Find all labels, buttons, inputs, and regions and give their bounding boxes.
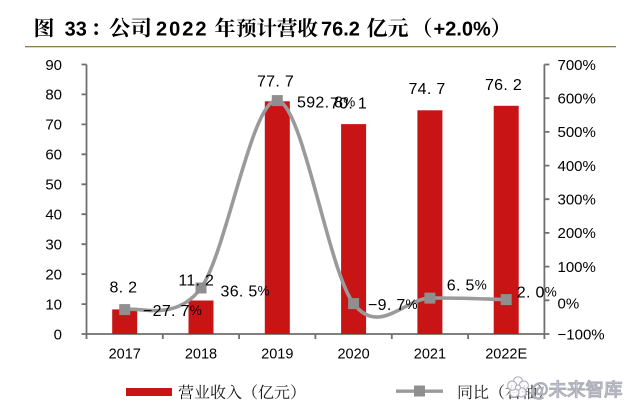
svg-text:2020: 2020 bbox=[337, 347, 369, 363]
svg-text:2. 0%: 2. 0% bbox=[517, 285, 557, 302]
svg-text:6. 5%: 6. 5% bbox=[447, 278, 487, 295]
svg-text:8. 2: 8. 2 bbox=[109, 280, 137, 297]
svg-text:100%: 100% bbox=[558, 259, 596, 276]
svg-text:10: 10 bbox=[45, 296, 62, 313]
svg-text:80: 80 bbox=[45, 87, 62, 104]
svg-text:50: 50 bbox=[45, 177, 62, 194]
svg-text:40: 40 bbox=[45, 207, 62, 224]
svg-text:0%: 0% bbox=[558, 296, 580, 313]
svg-text:400%: 400% bbox=[558, 158, 596, 175]
svg-text:60: 60 bbox=[45, 147, 62, 164]
svg-text:2018: 2018 bbox=[185, 347, 217, 363]
svg-text:36. 5%: 36. 5% bbox=[221, 284, 270, 301]
svg-text:0: 0 bbox=[54, 326, 62, 343]
svg-text:700%: 700% bbox=[558, 57, 596, 74]
svg-text:592. 8%: 592. 8% bbox=[297, 95, 356, 112]
svg-text:11. 2: 11. 2 bbox=[178, 273, 214, 290]
svg-text:70: 70 bbox=[45, 117, 62, 134]
svg-text:2017: 2017 bbox=[109, 347, 141, 363]
svg-text:76. 2: 76. 2 bbox=[485, 77, 522, 94]
svg-text:200%: 200% bbox=[558, 225, 596, 242]
svg-text:90: 90 bbox=[45, 57, 62, 74]
svg-text:2022E: 2022E bbox=[485, 347, 527, 363]
svg-text:77. 7: 77. 7 bbox=[257, 74, 294, 91]
svg-text:20: 20 bbox=[45, 266, 62, 283]
svg-text:−27. 7%: −27. 7% bbox=[143, 303, 202, 320]
svg-text:500%: 500% bbox=[558, 124, 596, 141]
svg-text:300%: 300% bbox=[558, 192, 596, 209]
svg-text:70. 1: 70. 1 bbox=[330, 96, 367, 113]
svg-text:2021: 2021 bbox=[414, 347, 446, 363]
svg-text:−9. 7%: −9. 7% bbox=[368, 297, 418, 314]
svg-text:74. 7: 74. 7 bbox=[408, 81, 445, 98]
svg-text:30: 30 bbox=[45, 237, 62, 254]
svg-text:600%: 600% bbox=[558, 91, 596, 108]
svg-text:−100%: −100% bbox=[558, 326, 605, 343]
svg-text:2019: 2019 bbox=[261, 347, 293, 363]
